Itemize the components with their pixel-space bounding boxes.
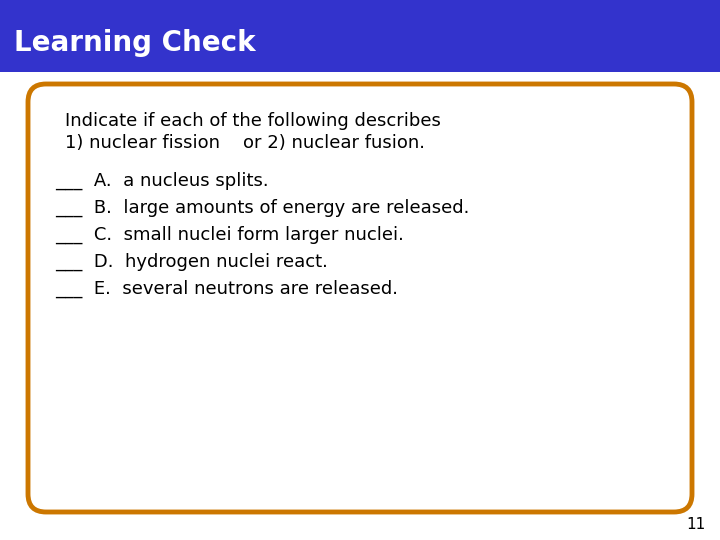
- FancyBboxPatch shape: [28, 84, 692, 512]
- Text: ___  A.  a nucleus splits.: ___ A. a nucleus splits.: [55, 172, 269, 190]
- Text: ___  B.  large amounts of energy are released.: ___ B. large amounts of energy are relea…: [55, 199, 469, 217]
- Text: 1) nuclear fission    or 2) nuclear fusion.: 1) nuclear fission or 2) nuclear fusion.: [65, 134, 425, 152]
- Text: ___  D.  hydrogen nuclei react.: ___ D. hydrogen nuclei react.: [55, 253, 328, 271]
- Text: Indicate if each of the following describes: Indicate if each of the following descri…: [65, 112, 441, 130]
- Text: Learning Check: Learning Check: [14, 29, 256, 57]
- Bar: [0, 0, 720, 10]
- Text: ___  C.  small nuclei form larger nuclei.: ___ C. small nuclei form larger nuclei.: [55, 226, 404, 244]
- Text: ___  E.  several neutrons are released.: ___ E. several neutrons are released.: [55, 280, 398, 298]
- Text: 11: 11: [687, 517, 706, 532]
- Bar: [0, 0, 720, 72]
